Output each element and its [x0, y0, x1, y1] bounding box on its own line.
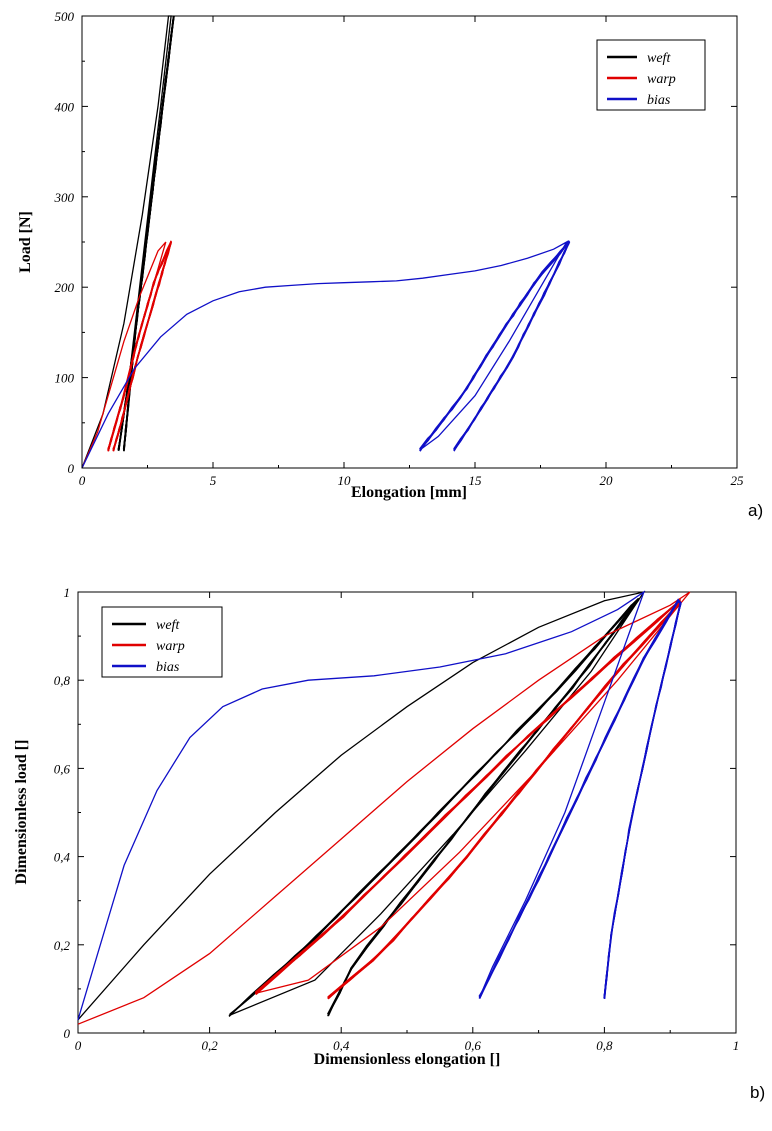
y-tick-label: 500: [55, 9, 75, 24]
chart-a-legend: weft warp bias: [596, 39, 706, 111]
x-tick-label: 0,4: [333, 1038, 350, 1053]
y-tick-label: 0: [64, 1026, 71, 1041]
series-bias: [81, 240, 571, 469]
x-tick-label: 0,6: [465, 1038, 482, 1053]
chart-a-panel-label: a): [748, 501, 763, 520]
chart-b-panel-label: b): [750, 1083, 765, 1102]
series-weft-cycle: [117, 17, 175, 450]
x-tick-label: 0: [79, 473, 86, 488]
y-tick-label: 200: [55, 280, 75, 295]
legend-label-bias: bias: [647, 93, 671, 108]
x-tick-label: 0,8: [596, 1038, 613, 1053]
series-weft-cycle: [228, 599, 639, 1017]
x-tick-label: 0,2: [201, 1038, 218, 1053]
chart-b-axis-ticks: 0 0,2 0,4 0,6 0,8 1 0 0,2 0,4 0,6 0,8 1: [54, 585, 740, 1053]
series-weft: [77, 591, 646, 1021]
series-bias-curve: [77, 590, 646, 1020]
chart-b-curves: [77, 590, 691, 1025]
x-tick-label: 25: [731, 473, 745, 488]
y-tick-label: 0,2: [54, 938, 71, 953]
series-warp-cycle: [255, 598, 681, 998]
y-tick-label: 0,8: [54, 673, 71, 688]
series-bias: [77, 590, 682, 1020]
legend-label-warp: warp: [156, 639, 185, 654]
legend-label-weft: weft: [156, 618, 180, 633]
series-bias-cycle: [419, 240, 570, 452]
y-tick-label: 1: [64, 585, 71, 600]
series-weft-curve: [77, 591, 646, 1021]
y-tick-label: 300: [54, 190, 75, 205]
x-tick-label: 5: [210, 473, 217, 488]
x-tick-label: 10: [338, 473, 352, 488]
series-bias-cycle: [479, 600, 682, 998]
x-tick-label: 20: [600, 473, 614, 488]
chart-b-xlabel: Dimensionless elongation []: [314, 1051, 501, 1068]
series-warp-curve: [77, 591, 691, 1025]
y-tick-label: 0: [68, 461, 75, 476]
x-tick-label: 0: [75, 1038, 82, 1053]
chart-a-ylabel: Load [N]: [17, 211, 34, 273]
x-tick-label: 1: [733, 1038, 740, 1053]
legend-label-bias: bias: [156, 660, 180, 675]
chart-b-ylabel: Dimensionless load []: [13, 740, 30, 885]
x-tick-label: 15: [469, 473, 483, 488]
legend-label-warp: warp: [647, 72, 676, 87]
chart-a-axis-ticks: 0 5 10 15 20 25 0 100 200 300 400 500: [54, 9, 745, 488]
legend-label-weft: weft: [647, 51, 671, 66]
chart-a-curves: [81, 15, 571, 469]
series-bias-curve: [81, 240, 569, 469]
y-tick-label: 0,4: [54, 850, 71, 865]
chart-a-xlabel: Elongation [mm]: [351, 484, 467, 501]
y-tick-label: 100: [55, 371, 75, 386]
chart-b: 0 0,2 0,4 0,6 0,8 1 0 0,2 0,4 0,6 0,8 1 weft warp bia…: [13, 585, 765, 1102]
chart-b-legend: weft warp bias: [101, 606, 223, 678]
y-tick-label: 0,6: [54, 761, 71, 776]
y-tick-label: 400: [55, 99, 75, 114]
